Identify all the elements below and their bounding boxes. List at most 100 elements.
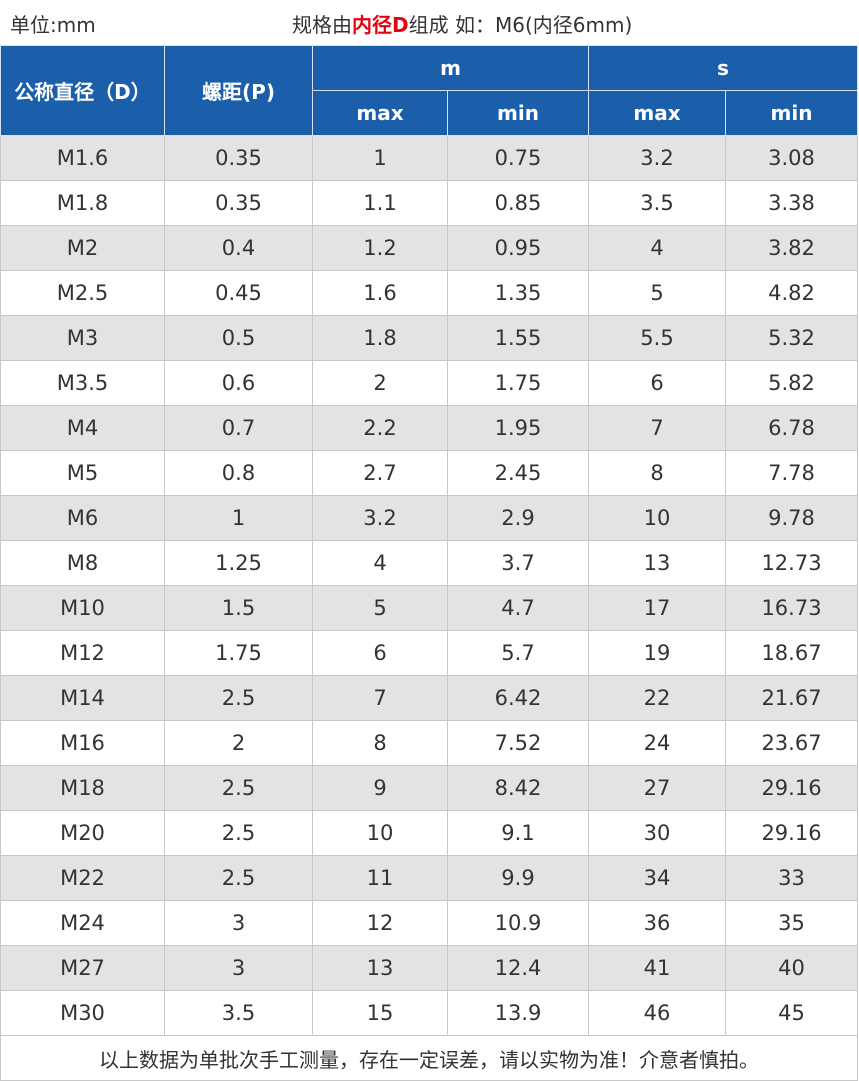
cell-s-max: 27: [588, 765, 726, 811]
spec-suffix: 组成 如：M6(内径6mm): [408, 13, 633, 37]
cell-m-max: 1: [312, 135, 448, 181]
cell-m-min: 6.42: [447, 675, 589, 721]
table-body: M1.6 0.35 1 0.75 3.2 3.08 M1.8 0.35 1.1 0.85 3.5 3.…: [0, 135, 858, 1036]
cell-pitch: 0.35: [164, 135, 313, 181]
cell-diameter: M24: [0, 900, 165, 946]
cell-m-max: 1.2: [312, 225, 448, 271]
cell-s-max: 19: [588, 630, 726, 676]
table-row: M2.5 0.45 1.6 1.35 5 4.82: [0, 270, 858, 316]
cell-m-max: 13: [312, 945, 448, 991]
cell-s-max: 46: [588, 990, 726, 1036]
table-row: M12 1.75 6 5.7 19 18.67: [0, 630, 858, 676]
cell-s-min: 45: [725, 990, 858, 1036]
table-row: M16 2 8 7.52 24 23.67: [0, 720, 858, 766]
cell-pitch: 0.7: [164, 405, 313, 451]
cell-s-max: 10: [588, 495, 726, 541]
cell-s-min: 23.67: [725, 720, 858, 766]
cell-s-min: 5.82: [725, 360, 858, 406]
cell-diameter: M10: [0, 585, 165, 631]
cell-m-min: 8.42: [447, 765, 589, 811]
cell-m-max: 5: [312, 585, 448, 631]
cell-m-min: 7.52: [447, 720, 589, 766]
cell-s-max: 41: [588, 945, 726, 991]
cell-m-max: 11: [312, 855, 448, 901]
cell-m-min: 2.9: [447, 495, 589, 541]
cell-s-min: 29.16: [725, 810, 858, 856]
cell-diameter: M2: [0, 225, 165, 271]
cell-s-min: 3.08: [725, 135, 858, 181]
cell-s-min: 18.67: [725, 630, 858, 676]
cell-m-max: 15: [312, 990, 448, 1036]
cell-s-min: 12.73: [725, 540, 858, 586]
cell-diameter: M1.8: [0, 180, 165, 226]
cell-pitch: 1: [164, 495, 313, 541]
nut-size-table: 公称直径（D） 螺距(P) m s max min max min M1.6 0.…: [0, 45, 858, 1081]
unit-label: 单位:mm: [10, 13, 96, 37]
cell-s-max: 5.5: [588, 315, 726, 361]
cell-pitch: 0.8: [164, 450, 313, 496]
cell-pitch: 3.5: [164, 990, 313, 1036]
table-row: M30 3.5 15 13.9 46 45: [0, 990, 858, 1036]
cell-s-min: 21.67: [725, 675, 858, 721]
header-diameter: 公称直径（D）: [0, 45, 165, 136]
cell-diameter: M12: [0, 630, 165, 676]
cell-s-max: 22: [588, 675, 726, 721]
cell-m-max: 1.6: [312, 270, 448, 316]
cell-s-min: 9.78: [725, 495, 858, 541]
cell-pitch: 2: [164, 720, 313, 766]
cell-s-max: 5: [588, 270, 726, 316]
cell-m-min: 5.7: [447, 630, 589, 676]
cell-m-max: 2: [312, 360, 448, 406]
cell-s-max: 17: [588, 585, 726, 631]
cell-pitch: 1.75: [164, 630, 313, 676]
cell-m-max: 8: [312, 720, 448, 766]
table-row: M8 1.25 4 3.7 13 12.73: [0, 540, 858, 586]
cell-diameter: M14: [0, 675, 165, 721]
cell-s-max: 30: [588, 810, 726, 856]
cell-diameter: M5: [0, 450, 165, 496]
cell-diameter: M1.6: [0, 135, 165, 181]
cell-m-min: 9.9: [447, 855, 589, 901]
cell-s-max: 3.2: [588, 135, 726, 181]
header-pitch: 螺距(P): [164, 45, 313, 136]
cell-s-min: 3.82: [725, 225, 858, 271]
cell-m-max: 12: [312, 900, 448, 946]
cell-s-min: 33: [725, 855, 858, 901]
cell-m-max: 4: [312, 540, 448, 586]
table-row: M2 0.4 1.2 0.95 4 3.82: [0, 225, 858, 271]
cell-pitch: 0.45: [164, 270, 313, 316]
header-m-group: m: [312, 45, 589, 91]
table-row: M24 3 12 10.9 36 35: [0, 900, 858, 946]
cell-s-max: 7: [588, 405, 726, 451]
cell-s-max: 13: [588, 540, 726, 586]
cell-s-max: 36: [588, 900, 726, 946]
cell-diameter: M3.5: [0, 360, 165, 406]
cell-m-max: 3.2: [312, 495, 448, 541]
cell-m-max: 1.1: [312, 180, 448, 226]
table-row: M10 1.5 5 4.7 17 16.73: [0, 585, 858, 631]
cell-pitch: 0.5: [164, 315, 313, 361]
cell-s-min: 6.78: [725, 405, 858, 451]
footer-note: 以上数据为单批次手工测量，存在一定误差，请以实物为准！介意者慎拍。: [0, 1035, 858, 1081]
cell-m-min: 1.35: [447, 270, 589, 316]
cell-s-max: 6: [588, 360, 726, 406]
cell-m-max: 10: [312, 810, 448, 856]
cell-s-max: 8: [588, 450, 726, 496]
cell-diameter: M27: [0, 945, 165, 991]
cell-pitch: 1.25: [164, 540, 313, 586]
cell-s-min: 40: [725, 945, 858, 991]
header-s-group: s: [588, 45, 858, 91]
cell-m-min: 10.9: [447, 900, 589, 946]
cell-diameter: M18: [0, 765, 165, 811]
cell-m-min: 0.85: [447, 180, 589, 226]
cell-m-max: 6: [312, 630, 448, 676]
spec-highlight: 内径D: [352, 13, 409, 37]
table-row: M20 2.5 10 9.1 30 29.16: [0, 810, 858, 856]
cell-m-min: 4.7: [447, 585, 589, 631]
header-s-min: min: [725, 90, 858, 136]
table-row: M1.6 0.35 1 0.75 3.2 3.08: [0, 135, 858, 181]
cell-s-min: 35: [725, 900, 858, 946]
cell-pitch: 1.5: [164, 585, 313, 631]
table-row: M3 0.5 1.8 1.55 5.5 5.32: [0, 315, 858, 361]
